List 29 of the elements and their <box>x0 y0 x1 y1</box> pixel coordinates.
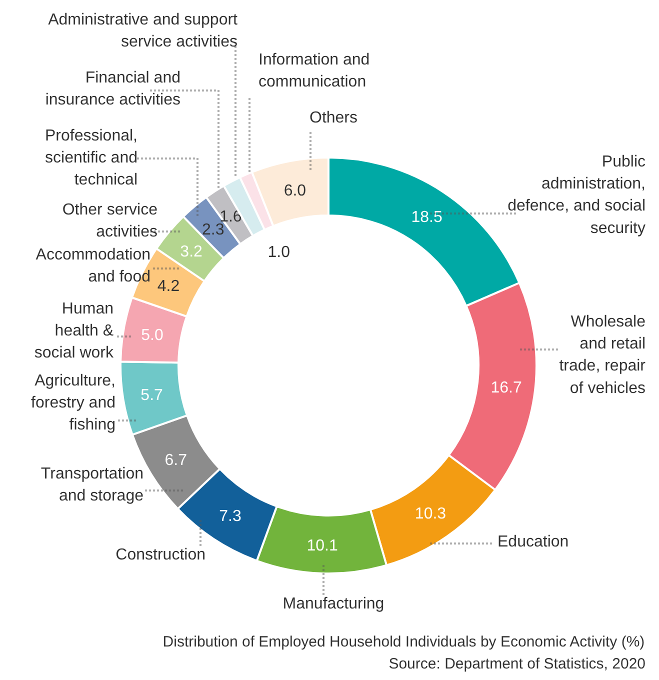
data-label: 7.3 <box>219 508 242 526</box>
data-label: 10.1 <box>306 537 338 554</box>
data-label: 5.0 <box>141 327 164 344</box>
slice-label: Human health & social work <box>34 300 114 362</box>
data-label: 18.5 <box>411 208 442 226</box>
data-label: 1.0 <box>268 244 290 261</box>
slice-label: Other service activities <box>62 202 158 241</box>
data-label: 5.7 <box>140 387 164 404</box>
source-note: Source: Department of Statistics, 2020 <box>388 656 646 672</box>
slice-label: Agriculture, forestry and fishing <box>31 372 116 434</box>
slice-label: Construction <box>116 546 206 564</box>
data-label: 4.2 <box>157 278 180 296</box>
slice-label: Professional, scientific and technical <box>45 128 138 189</box>
slice-label: Wholesale and retail trade, repair of vehicles <box>559 314 646 397</box>
data-label: 2.3 <box>202 222 224 239</box>
data-label: 16.7 <box>490 379 522 396</box>
slice-label: Transportation and storage <box>40 466 144 505</box>
slice-label: Administrative and support service activities <box>48 12 238 51</box>
slice-label: Public administration, defence, and social security <box>508 154 646 237</box>
data-label: 10.3 <box>414 506 446 523</box>
data-label: 3.2 <box>180 244 203 261</box>
slice-label: Others <box>309 110 358 126</box>
slice-label: Education <box>498 534 569 550</box>
data-label: 6.7 <box>164 452 188 470</box>
slice-label: Financial and insurance activities <box>45 70 180 109</box>
text: Distribution of Employed Household Individuals by Economic Activity (%) <box>162 634 645 650</box>
data-label: 6.0 <box>284 182 306 200</box>
slice-label: Manufacturing <box>282 596 384 612</box>
slice-label: Information and communication <box>258 52 370 91</box>
